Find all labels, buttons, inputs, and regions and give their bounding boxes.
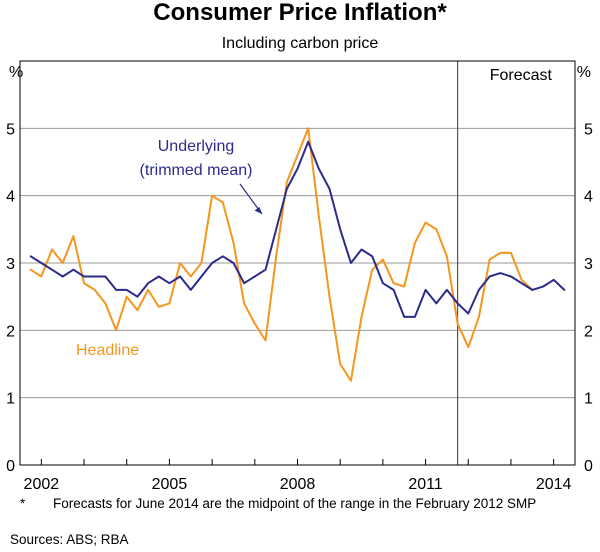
y-tick-left-1: 1 [6, 391, 15, 408]
y-tick-right-5: 5 [584, 121, 593, 138]
sources: Sources: ABS; RBA [10, 532, 129, 547]
gridlines [20, 127, 575, 399]
footnote-text: Forecasts for June 2014 are the midpoint… [53, 496, 537, 511]
x-tick-label-2005: 2005 [152, 476, 188, 493]
y-axis-left: 0 1 2 3 4 5 [6, 121, 15, 475]
footnote: * Forecasts for June 2014 are the midpoi… [20, 495, 580, 529]
y-unit-left: % [9, 64, 23, 81]
x-tick-label-2002: 2002 [24, 476, 60, 493]
x-tick-label-2011: 2011 [408, 476, 443, 493]
y-tick-right-4: 4 [584, 189, 593, 206]
headline-series-line [29, 127, 534, 382]
x-tick-label-2014: 2014 [536, 476, 572, 493]
y-axis-right: 0 1 2 3 4 5 [584, 121, 593, 475]
headline-annotation: Headline [76, 342, 139, 359]
x-axis: 2002 2005 2008 2011 2014 [24, 476, 572, 493]
series-group [29, 127, 566, 382]
y-tick-left-4: 4 [6, 189, 15, 206]
y-tick-left-0: 0 [6, 458, 15, 475]
x-tick-label-2008: 2008 [280, 476, 316, 493]
underlying-annotation-line2: (trimmed mean) [140, 162, 253, 179]
y-tick-right-2: 2 [584, 323, 593, 340]
chart-title: Consumer Price Inflation* [153, 0, 447, 26]
y-tick-right-3: 3 [584, 256, 593, 273]
plot-frame [19, 60, 576, 466]
underlying-annotation-arrowhead [254, 207, 262, 214]
y-tick-left-3: 3 [6, 256, 15, 273]
forecast-label: Forecast [490, 67, 553, 84]
y-tick-left-5: 5 [6, 121, 15, 138]
underlying-annotation-line1: Underlying [158, 138, 234, 155]
y-tick-right-0: 0 [584, 458, 593, 475]
y-tick-left-2: 2 [6, 323, 15, 340]
y-tick-right-1: 1 [584, 391, 593, 408]
x-tick-marks [40, 459, 555, 465]
footnote-marker: * [20, 496, 26, 511]
chart-subtitle: Including carbon price [222, 35, 379, 52]
underlying-series-line [29, 140, 566, 318]
y-unit-right: % [577, 64, 591, 81]
